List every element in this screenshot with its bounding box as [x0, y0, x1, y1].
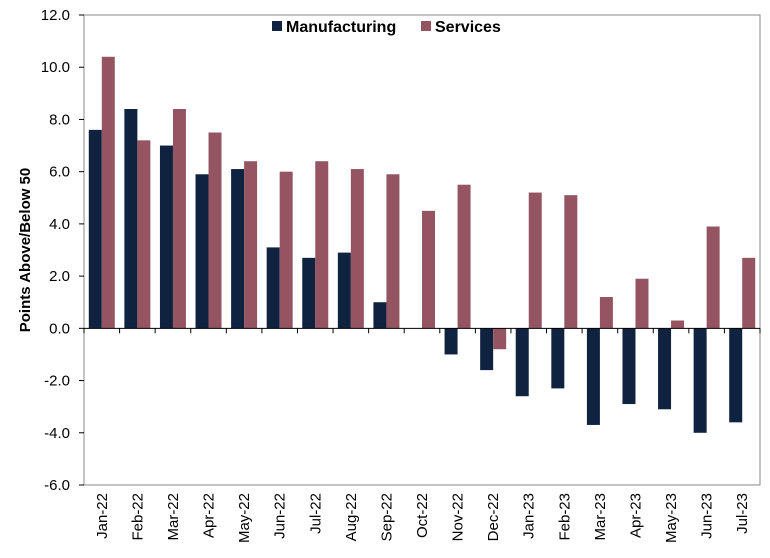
x-tick-label: Jun-23 — [699, 493, 716, 539]
y-axis-ticks: 12.0 10.0 8.0 6.0 4.0 2.0 0.0 -2.0 -4.0 -6.0 — [41, 7, 84, 494]
bar-manufacturing-nov-22 — [444, 328, 458, 355]
bar-manufacturing-mar-23 — [586, 328, 600, 425]
bar-services-may-22 — [244, 161, 258, 329]
bar-services-aug-22 — [350, 169, 364, 329]
legend-label-services: Services — [435, 19, 501, 36]
bar-services-jan-22 — [101, 56, 115, 329]
bar-manufacturing-feb-23 — [551, 328, 565, 389]
bar-services-jun-22 — [279, 171, 293, 329]
y-tick-label: 12.0 — [41, 7, 70, 24]
x-tick-label: Aug-22 — [343, 493, 360, 541]
bar-manufacturing-apr-23 — [622, 328, 636, 405]
y-tick-label: 6.0 — [49, 164, 70, 181]
bars-group — [88, 56, 756, 433]
x-tick-label: Jan-22 — [94, 493, 111, 539]
bar-manufacturing-jan-22 — [88, 129, 102, 329]
y-axis-label: Points Above/Below 50 — [17, 168, 34, 332]
bar-services-mar-23 — [599, 297, 613, 329]
bar-manufacturing-may-23 — [658, 328, 672, 410]
x-tick-label: Feb-22 — [129, 493, 146, 541]
y-tick-label: 0.0 — [49, 320, 70, 337]
x-tick-label: Dec-22 — [485, 493, 502, 541]
x-tick-label: Jul-23 — [734, 493, 751, 534]
y-tick-label: 8.0 — [49, 111, 70, 128]
bar-manufacturing-dec-22 — [480, 328, 494, 371]
bar-manufacturing-jan-23 — [515, 328, 529, 397]
legend-swatch-services — [421, 21, 431, 31]
bar-services-apr-23 — [635, 278, 649, 329]
bar-services-mar-22 — [172, 109, 186, 329]
bar-manufacturing-sep-22 — [373, 302, 387, 329]
bar-services-feb-23 — [564, 195, 578, 329]
x-tick-label: Nov-22 — [450, 493, 467, 541]
bar-services-jan-23 — [528, 192, 542, 329]
x-tick-label: Mar-23 — [592, 493, 609, 541]
bar-manufacturing-may-22 — [231, 169, 245, 329]
x-tick-label: Jun-22 — [272, 493, 289, 539]
x-tick-label: Oct-22 — [414, 493, 431, 538]
x-tick-label: May-23 — [663, 493, 680, 543]
x-axis-ticks: Jan-22 Feb-22 Mar-22 Apr-22 May-22 Jun-22 Jul-… — [83, 328, 761, 543]
bar-manufacturing-jun-23 — [693, 328, 707, 433]
y-tick-label: -2.0 — [44, 373, 70, 390]
x-tick-label: May-22 — [236, 493, 253, 543]
legend: Manufacturing Services — [272, 19, 501, 36]
bar-services-feb-22 — [137, 140, 151, 329]
x-tick-label: Mar-22 — [165, 493, 182, 541]
y-tick-label: 4.0 — [49, 216, 70, 233]
y-tick-label: 2.0 — [49, 268, 70, 285]
bar-services-may-23 — [671, 320, 685, 329]
bar-services-apr-22 — [208, 132, 222, 329]
bar-manufacturing-mar-22 — [159, 145, 173, 329]
x-tick-label: Apr-22 — [201, 493, 218, 538]
bar-manufacturing-jun-22 — [266, 247, 280, 329]
bar-services-jun-23 — [706, 226, 720, 329]
bar-services-sep-22 — [386, 174, 400, 329]
bar-services-oct-22 — [422, 210, 435, 329]
bar-services-jul-23 — [742, 257, 756, 329]
y-tick-label: -4.0 — [44, 425, 70, 442]
bar-manufacturing-jul-22 — [302, 257, 316, 329]
bar-manufacturing-apr-22 — [195, 174, 209, 329]
bar-services-nov-22 — [457, 184, 471, 329]
bar-manufacturing-jul-23 — [729, 328, 743, 423]
y-tick-label: 10.0 — [41, 59, 70, 76]
x-tick-label: Jul-22 — [307, 493, 324, 534]
y-tick-label: -6.0 — [44, 477, 70, 494]
x-tick-label: Sep-22 — [378, 493, 395, 541]
bar-manufacturing-feb-22 — [124, 109, 138, 329]
x-tick-label: Apr-23 — [627, 493, 644, 538]
x-tick-label: Jan-23 — [521, 493, 538, 539]
bar-services-jul-22 — [315, 161, 329, 329]
legend-swatch-manufacturing — [272, 21, 282, 31]
x-tick-label: Feb-23 — [556, 493, 573, 541]
bar-manufacturing-aug-22 — [337, 252, 351, 329]
bar-services-dec-22 — [493, 328, 507, 350]
legend-label-manufacturing: Manufacturing — [286, 19, 396, 36]
